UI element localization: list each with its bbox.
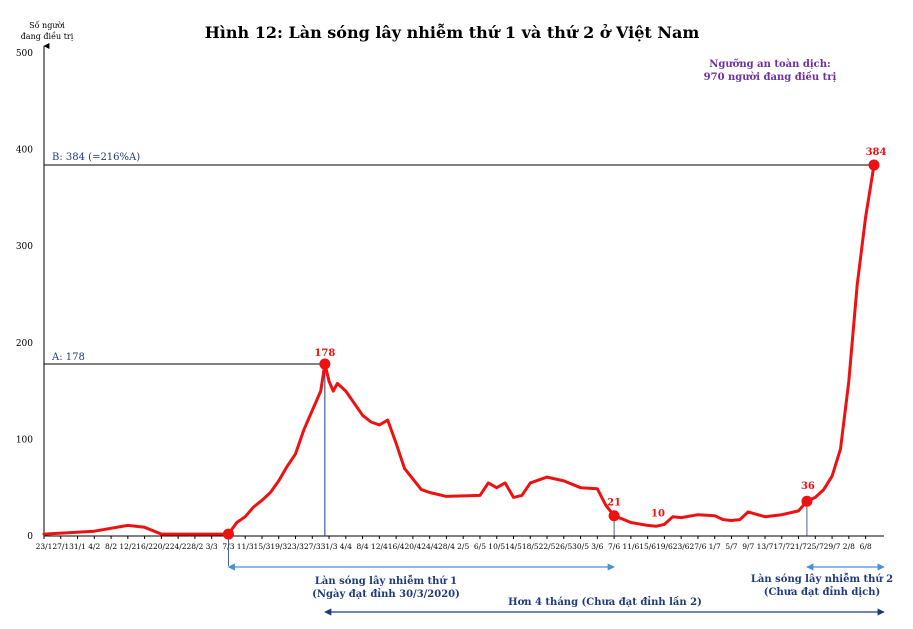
x-tick-label: 6/5 bbox=[474, 542, 486, 551]
x-tick-label: 11/3 bbox=[237, 542, 254, 551]
x-tick-label: 21/7 bbox=[790, 542, 807, 551]
x-tick-label: 2/5 bbox=[457, 542, 469, 551]
series-line bbox=[42, 163, 876, 536]
data-label-low2: 10 bbox=[651, 508, 665, 519]
x-tick-label: 20/4 bbox=[404, 542, 421, 551]
x-tick-label: 31/1 bbox=[69, 542, 86, 551]
annotation-line-a: A: 178 bbox=[51, 352, 85, 363]
marker-wave1-start bbox=[222, 528, 234, 540]
threshold-text-line2: 970 người đang điều trị bbox=[704, 71, 837, 83]
x-tick-label: 19/6 bbox=[656, 542, 673, 551]
annotation-line-b: B: 384 (=216%A) bbox=[52, 152, 140, 163]
x-tick-label: 23/1 bbox=[36, 542, 53, 551]
span-label: Hơn 4 tháng (Chưa đạt đỉnh lần 2) bbox=[508, 596, 702, 608]
data-label-peak1: 178 bbox=[314, 348, 335, 359]
x-tick-label: 14/5 bbox=[505, 542, 522, 551]
x-tick-label: 19/3 bbox=[270, 542, 287, 551]
data-label-low3: 36 bbox=[801, 481, 815, 492]
x-tick-label: 16/2 bbox=[136, 542, 153, 551]
x-tick-label: 4/2 bbox=[88, 542, 100, 551]
x-tick-label: 23/3 bbox=[287, 542, 304, 551]
wave2-label-line2: (Chưa đạt đỉnh dịch) bbox=[764, 587, 880, 598]
y-tick-label: 200 bbox=[16, 339, 33, 349]
x-ticks: 23/1 27/1 31/1 4/2 8/2 12/2 16/2 20/2 24/2 28/2 3/… bbox=[36, 536, 872, 551]
wave2-label-line1: Làn sóng lây nhiễm thứ 2 bbox=[751, 573, 893, 585]
marker-low1 bbox=[608, 510, 620, 522]
x-tick-label: 3/6 bbox=[591, 542, 603, 551]
x-tick-label: 27/3 bbox=[304, 542, 321, 551]
x-tick-label: 8/4 bbox=[357, 542, 369, 551]
threshold-text-line1: Ngưỡng an toàn dịch: bbox=[709, 59, 830, 70]
marker-peak2 bbox=[868, 159, 880, 171]
x-tick-label: 24/4 bbox=[421, 542, 438, 551]
x-tick-label: 12/2 bbox=[119, 542, 136, 551]
y-tick-label: 400 bbox=[16, 146, 33, 156]
data-label-peak2: 384 bbox=[866, 147, 887, 158]
x-tick-label: 13/7 bbox=[757, 542, 774, 551]
marker-wave2-start bbox=[801, 495, 813, 507]
x-tick-label: 20/2 bbox=[153, 542, 170, 551]
x-tick-label: 15/3 bbox=[254, 542, 271, 551]
y-tick-label: 500 bbox=[16, 49, 33, 59]
x-tick-label: 18/5 bbox=[522, 542, 539, 551]
wave1-label-line1: Làn sóng lây nhiễm thứ 1 bbox=[315, 575, 457, 587]
x-tick-label: 16/4 bbox=[388, 542, 405, 551]
x-tick-label: 12/4 bbox=[371, 542, 388, 551]
x-tick-label: 31/3 bbox=[321, 542, 338, 551]
x-tick-label: 6/8 bbox=[860, 542, 872, 551]
y-axis-label-line1: Số người bbox=[29, 21, 65, 30]
x-tick-label: 28/4 bbox=[438, 542, 455, 551]
x-tick-label: 15/6 bbox=[639, 542, 656, 551]
x-tick-label: 28/2 bbox=[186, 542, 203, 551]
x-tick-label: 24/2 bbox=[170, 542, 187, 551]
y-tick-label: 0 bbox=[27, 532, 33, 542]
y-tick-label: 300 bbox=[16, 242, 33, 252]
x-tick-label: 17/7 bbox=[773, 542, 790, 551]
x-tick-label: 25/7 bbox=[807, 542, 824, 551]
marker-peak1 bbox=[319, 358, 331, 370]
markers bbox=[222, 159, 880, 540]
x-tick-label: 30/5 bbox=[572, 542, 589, 551]
x-tick-label: 29/7 bbox=[824, 542, 841, 551]
x-tick-label: 27/6 bbox=[690, 542, 707, 551]
x-tick-label: 3/3 bbox=[206, 542, 218, 551]
x-tick-label: 23/6 bbox=[673, 542, 690, 551]
x-tick-label: 9/7 bbox=[742, 542, 754, 551]
x-tick-label: 11/6 bbox=[622, 542, 639, 551]
x-tick-label: 1/7 bbox=[709, 542, 721, 551]
x-tick-label: 27/1 bbox=[52, 542, 69, 551]
x-tick-label: 4/4 bbox=[340, 542, 352, 551]
x-tick-label: 26/5 bbox=[555, 542, 572, 551]
x-tick-label: 5/7 bbox=[725, 542, 737, 551]
y-tick-label: 100 bbox=[16, 435, 33, 445]
y-axis-label-line2: đang điều trị bbox=[21, 32, 74, 41]
wave1-label-line2: (Ngày đạt đỉnh 30/3/2020) bbox=[312, 589, 460, 600]
x-tick-label: 8/2 bbox=[105, 542, 117, 551]
x-tick-label: 10/5 bbox=[488, 542, 505, 551]
data-label-low1: 21 bbox=[607, 498, 621, 509]
x-tick-label: 22/5 bbox=[539, 542, 556, 551]
chart-title: Hình 12: Làn sóng lây nhiễm thứ 1 và thứ… bbox=[205, 23, 700, 42]
x-tick-label: 2/8 bbox=[843, 542, 855, 551]
y-ticks: 0 100 200 300 400 500 bbox=[16, 49, 33, 542]
x-tick-label: 7/6 bbox=[608, 542, 620, 551]
